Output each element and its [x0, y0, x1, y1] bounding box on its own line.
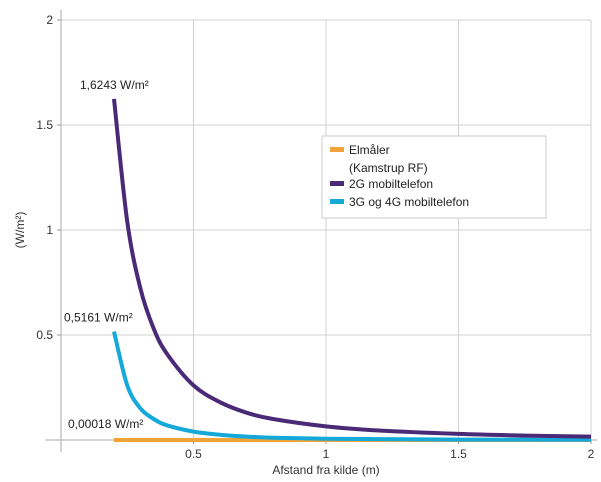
value-annotation: 0,5161 W/m² — [64, 311, 133, 325]
legend: Elmåler (Kamstrup RF) 2G mobiltelefon 3G og… — [321, 135, 547, 219]
x-tick-label: 1 — [323, 447, 330, 461]
y-tick-label: 2 — [46, 13, 53, 27]
y-axis-label: (W/m²) — [13, 212, 27, 249]
legend-entry: (Kamstrup RF) — [349, 161, 428, 175]
series-lines — [112, 98, 592, 443]
legend-entry: 2G mobiltelefon — [349, 177, 433, 191]
tick-labels: 0.5 1 1.5 2 0.5 1 1.5 2 — [36, 13, 594, 461]
legend-swatch — [330, 147, 344, 152]
annotations: 1,6243 W/m² 0,5161 W/m² 0,00018 W/m² — [64, 78, 149, 431]
legend-entry: 3G og 4G mobiltelefon — [349, 195, 469, 209]
value-annotation: 1,6243 W/m² — [80, 78, 149, 92]
y-tick-label: 1 — [46, 223, 53, 237]
x-tick-label: 1.5 — [450, 447, 467, 461]
series-line-2 — [112, 331, 592, 442]
y-tick-label: 0.5 — [36, 328, 53, 342]
y-tick-label: 1.5 — [36, 118, 53, 132]
value-annotation: 0,00018 W/m² — [68, 417, 143, 431]
legend-swatch — [330, 199, 344, 204]
series-line-1 — [112, 98, 592, 439]
x-tick-label: 2 — [588, 447, 595, 461]
legend-entry: Elmåler — [349, 143, 390, 157]
grid — [61, 19, 592, 440]
x-tick-label: 0.5 — [185, 447, 202, 461]
legend-box — [321, 135, 547, 219]
x-axis-label: Afstand fra kilde (m) — [272, 463, 379, 477]
legend-swatch — [330, 181, 344, 186]
